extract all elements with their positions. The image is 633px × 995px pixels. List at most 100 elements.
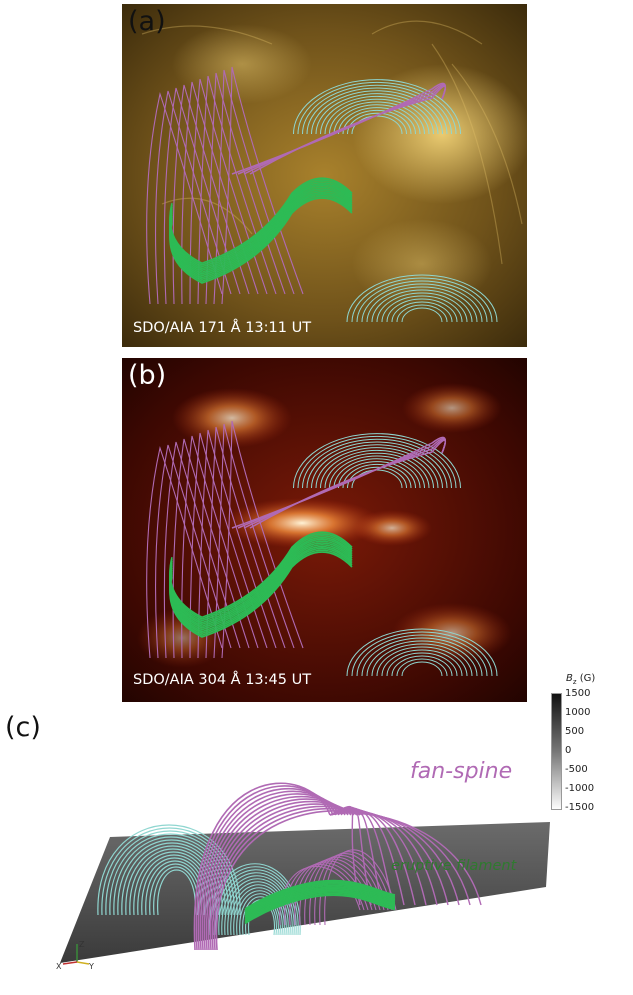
cyan-loop [351, 277, 493, 323]
filament-line [169, 547, 353, 635]
cyan-arcade [227, 881, 289, 936]
cyan-loop [366, 640, 478, 677]
cyan-loop [356, 634, 488, 677]
cyan-loop [391, 301, 453, 323]
filament-line-3d [244, 879, 396, 910]
filament-line [169, 545, 353, 633]
colorbar-tick: -1000 [565, 783, 595, 794]
cyan-arcade [157, 869, 196, 916]
cyan-loop [315, 93, 439, 135]
cyan-loop [396, 658, 448, 677]
fan-spine-line [181, 435, 259, 659]
cyan-arcade [224, 878, 291, 936]
filament-line-3d [244, 889, 396, 920]
axis-y-label: Y [89, 962, 94, 971]
cyan-loop [361, 637, 483, 677]
cyan-loop [356, 280, 488, 323]
filament-line-3d [244, 881, 396, 912]
filament-line-3d [244, 884, 396, 915]
cyan-loop [333, 104, 421, 135]
cyan-loop [381, 295, 463, 323]
filament-line [169, 181, 353, 268]
cyan-arcade [101, 827, 238, 916]
cyan-loop [293, 433, 461, 489]
filament-line-3d [244, 891, 396, 921]
colorbar-tick: -1500 [565, 802, 595, 813]
fan-spine-line [146, 91, 223, 305]
fan-spine-line [155, 90, 232, 305]
fan-spine-line [197, 75, 277, 305]
panel-c-3d-model [40, 735, 560, 991]
cyan-loop [381, 649, 463, 677]
cyan-loop [342, 109, 412, 135]
fan-spine-line [205, 426, 286, 659]
fan-spine-line [221, 420, 304, 659]
cyan-loop [306, 87, 448, 135]
panel-a-letter: (a) [128, 6, 166, 37]
cyan-loop [320, 95, 434, 135]
colorbar-tick: -500 [565, 764, 588, 775]
panel-b-aia304-image: SDO/AIA 304 Å 13:45 UT (b) [122, 358, 527, 702]
cyan-loop [320, 449, 434, 489]
fan-spine-label: fan-spine [410, 759, 513, 784]
field-lines-a [146, 66, 498, 323]
cyan-loop [401, 307, 443, 323]
cyan-loop [302, 438, 452, 489]
axes-triad-icon: Z X Y [55, 932, 100, 972]
bright-plage [402, 383, 502, 433]
filament-line [169, 536, 353, 624]
filament-line [169, 182, 353, 270]
cyan-loop [351, 631, 493, 677]
spine-line [249, 439, 447, 529]
cyan-loop [324, 452, 430, 489]
filament-line [169, 540, 353, 628]
axis-x-label: X [56, 962, 62, 971]
panel-a-aia171-image: SDO/AIA 171 Å 13:11 UT (a) [122, 4, 527, 347]
cyan-arcade [153, 866, 199, 916]
cyan-loop [361, 283, 483, 323]
cyan-loop [346, 628, 498, 677]
panel-a-caption: SDO/AIA 171 Å 13:11 UT [133, 319, 311, 336]
cyan-arcade [121, 842, 223, 916]
cyan-arcade [105, 830, 235, 916]
fan-spine-line [146, 445, 223, 659]
cyan-loop [329, 455, 425, 489]
bright-region [352, 219, 492, 309]
filament-line-3d [244, 883, 396, 913]
cyan-loop [306, 441, 448, 489]
field-lines-c [97, 782, 482, 951]
fan-spine-line [155, 444, 232, 659]
bz-colorbar: Bz (G) 1500 1000 500 0 -500 -1000 -1500 [545, 673, 633, 823]
cyan-loop [329, 101, 425, 135]
cyan-loop [391, 655, 453, 677]
filament-line [169, 538, 353, 626]
filament-line-3d [244, 886, 396, 917]
cyan-loop [342, 463, 412, 489]
bright-region [172, 24, 312, 104]
filament-line [169, 188, 353, 275]
axes-triad-svg [62, 944, 90, 965]
filament-line [169, 533, 353, 620]
fan-spine-line [197, 429, 277, 659]
spine-line [249, 85, 447, 175]
eruptive-filament-label: eruptive filament [391, 858, 517, 874]
aia304-image-canvas: SDO/AIA 304 Å 13:45 UT [122, 358, 527, 702]
fan-spine-line [213, 423, 295, 659]
filament-line [169, 535, 353, 622]
cyan-loop [338, 461, 416, 489]
cyan-loop [386, 298, 458, 323]
fan-spine-line [189, 78, 268, 305]
cyan-loop [401, 661, 443, 677]
cyan-loop [324, 98, 430, 135]
cyan-loop [297, 435, 457, 489]
cyan-arcade [218, 872, 295, 936]
filament-line [169, 191, 353, 279]
cyan-loop [386, 652, 458, 677]
filament-line [169, 184, 353, 272]
cyan-loop [311, 90, 443, 135]
filament-line [169, 177, 353, 265]
filament-line [169, 549, 353, 637]
cyan-loop [293, 79, 461, 135]
cyan-loop [311, 444, 443, 489]
cyan-arcade [242, 896, 279, 936]
